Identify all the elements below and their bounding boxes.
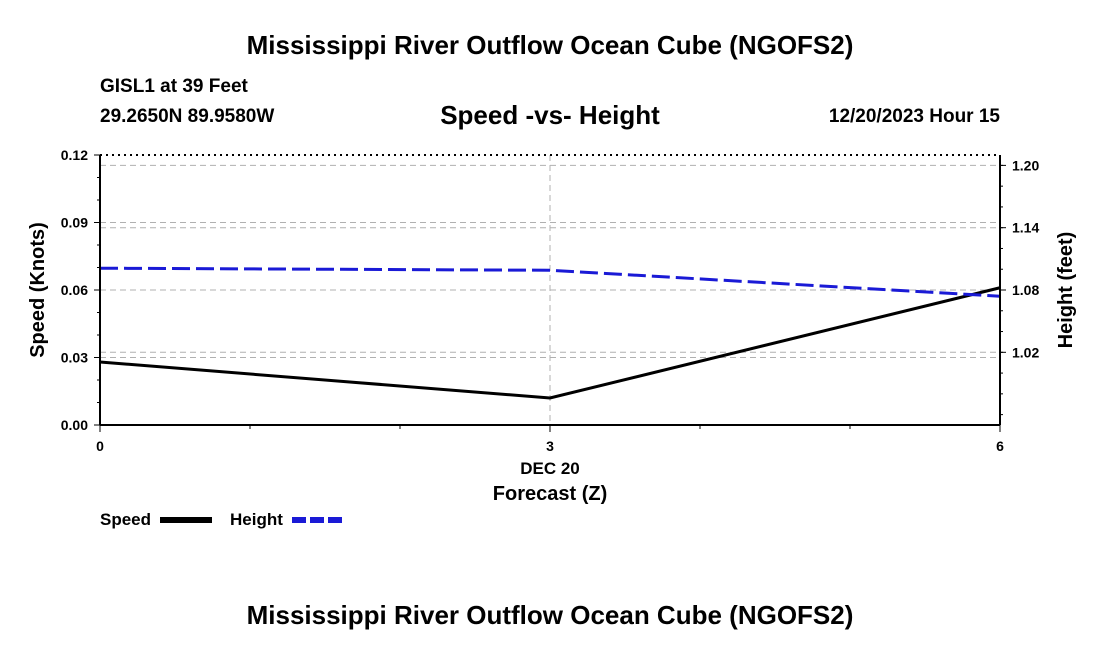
station-name: GISL1 at 39 Feet xyxy=(100,76,248,97)
forecast-datetime: 12/20/2023 Hour 15 xyxy=(828,106,1000,127)
x-axis-title: Forecast (Z) xyxy=(493,483,607,505)
height-series-line xyxy=(99,266,1001,298)
main-title: Mississippi River Outflow Ocean Cube (NG… xyxy=(246,30,854,60)
legend-height-label: Height xyxy=(230,510,283,529)
y-tick-label: 0.00 xyxy=(61,417,88,433)
legend-speed-label: Speed xyxy=(100,510,152,529)
chart-title: Speed -vs- Height xyxy=(440,100,660,130)
station-coordinates: 29.2650N 89.9580W xyxy=(100,106,275,127)
axes: 0.00 0.03 0.06 0.09 0.12 1.02 1.08 1.14 1.20 0 3 6 xyxy=(61,147,1040,454)
x-tick-label: 6 xyxy=(996,438,1004,454)
x-tick-label: 0 xyxy=(96,438,104,454)
x-date-label: DEC 20 xyxy=(520,459,580,478)
y-tick-label: 0.06 xyxy=(61,282,88,298)
y-axis-title: Speed (Knots) xyxy=(27,222,49,358)
y2-tick-label: 1.14 xyxy=(1012,220,1039,236)
y2-tick-label: 1.20 xyxy=(1012,157,1039,173)
y2-tick-label: 1.02 xyxy=(1012,344,1039,360)
footer-title: Mississippi River Outflow Ocean Cube (NG… xyxy=(246,600,854,630)
y-tick-label: 0.12 xyxy=(61,147,88,163)
x-tick-label: 3 xyxy=(546,438,554,454)
speed-series-line xyxy=(99,286,1001,400)
y2-axis-title: Height (feet) xyxy=(1055,232,1077,349)
y-tick-label: 0.03 xyxy=(61,350,88,366)
y2-tick-label: 1.08 xyxy=(1012,282,1039,298)
y-tick-label: 0.09 xyxy=(61,215,88,231)
grid xyxy=(100,155,1000,425)
series xyxy=(99,266,1001,400)
